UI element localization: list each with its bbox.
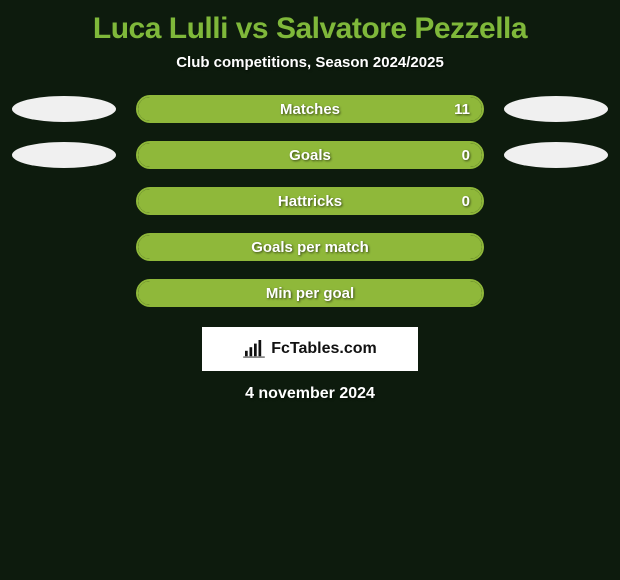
bar-chart-icon xyxy=(243,340,265,358)
page-subtitle: Club competitions, Season 2024/2025 xyxy=(0,54,620,95)
stat-bar: Goals per match xyxy=(136,233,484,261)
stat-row: Goals per match xyxy=(8,233,612,261)
stat-label: Hattricks xyxy=(278,193,342,210)
stat-bar: Matches 11 xyxy=(136,95,484,123)
stat-value-right: 11 xyxy=(454,101,470,118)
stat-label: Matches xyxy=(280,101,340,118)
stat-value-right: 0 xyxy=(462,193,470,210)
stat-bar: Min per goal xyxy=(136,279,484,307)
stat-label: Min per goal xyxy=(266,285,354,302)
stat-bar: Goals 0 xyxy=(136,141,484,169)
stat-bar: Hattricks 0 xyxy=(136,187,484,215)
stat-row: Goals 0 xyxy=(8,141,612,169)
fctables-logo: FcTables.com xyxy=(202,327,418,371)
left-side xyxy=(8,142,120,168)
stat-row: Hattricks 0 xyxy=(8,187,612,215)
stat-rows: Matches 11 Goals 0 Hattricks 0 Goals per match… xyxy=(0,95,620,307)
right-side xyxy=(500,96,612,122)
left-side xyxy=(8,96,120,122)
player-right-indicator xyxy=(504,142,608,168)
snapshot-date: 4 november 2024 xyxy=(0,385,620,403)
player-left-indicator xyxy=(12,96,116,122)
stat-row: Min per goal xyxy=(8,279,612,307)
player-left-indicator xyxy=(12,142,116,168)
stat-value-right: 0 xyxy=(462,147,470,164)
logo-text: FcTables.com xyxy=(271,340,377,358)
player-right-indicator xyxy=(504,96,608,122)
stat-row: Matches 11 xyxy=(8,95,612,123)
stat-label: Goals xyxy=(289,147,331,164)
page-title: Luca Lulli vs Salvatore Pezzella xyxy=(0,0,620,54)
right-side xyxy=(500,142,612,168)
stat-label: Goals per match xyxy=(251,239,369,256)
